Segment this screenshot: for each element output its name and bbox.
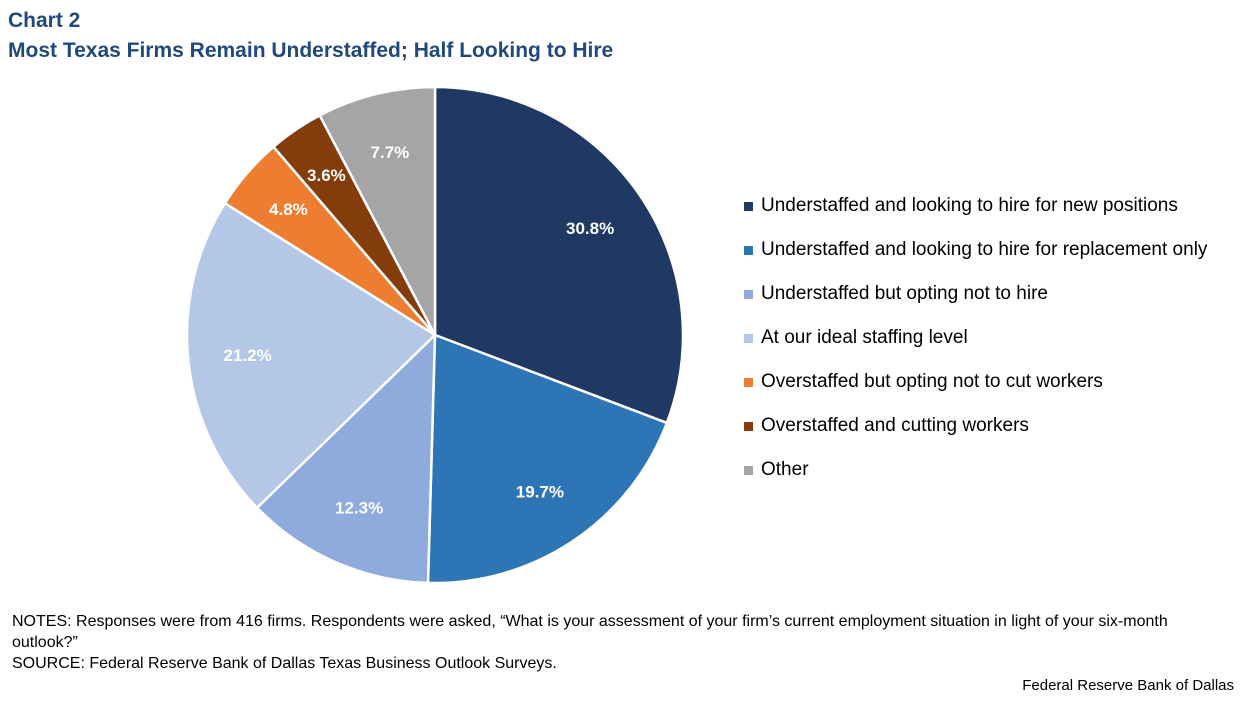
legend-label: Understaffed and looking to hire for new… <box>761 195 1178 216</box>
pie-data-label-4: 21.2% <box>223 346 271 365</box>
chart-header: Chart 2 Most Texas Firms Remain Understa… <box>8 6 613 66</box>
pie-slice-1 <box>433 85 685 425</box>
legend-item-7: Other <box>744 448 1207 492</box>
legend-swatch <box>744 421 753 431</box>
legend-label: Overstaffed but opting not to cut worker… <box>761 371 1103 392</box>
legend-swatch <box>744 465 753 475</box>
pie-data-label-7: 7.7% <box>371 143 410 162</box>
pie-slice-7 <box>318 85 437 337</box>
source-text: SOURCE: Federal Reserve Bank of Dallas T… <box>12 655 557 672</box>
pie-data-labels: 30.8% 19.7% 12.3% 21.2% 4.8% 3.6% 7.7% <box>223 143 614 518</box>
chart-title: Most Texas Firms Remain Understaffed; Ha… <box>8 39 614 62</box>
pie-data-label-6: 3.6% <box>307 166 346 185</box>
legend-item-2: Understaffed and looking to hire for rep… <box>744 228 1207 272</box>
legend-label: Understaffed but opting not to hire <box>761 283 1048 304</box>
legend-swatch <box>744 377 753 387</box>
pie-data-label-3: 12.3% <box>335 499 383 518</box>
chart-number: Chart 2 <box>8 9 81 32</box>
pie-slices <box>185 85 685 585</box>
legend-label: Overstaffed and cutting workers <box>761 415 1029 436</box>
pie-data-label-1: 30.8% <box>566 219 614 238</box>
pie-slice-3 <box>255 333 437 585</box>
legend-swatch <box>744 333 753 343</box>
legend-item-6: Overstaffed and cutting workers <box>744 404 1207 448</box>
legend-item-4: At our ideal staffing level <box>744 316 1207 360</box>
legend-label: At our ideal staffing level <box>761 327 968 348</box>
legend-item-3: Understaffed but opting not to hire <box>744 272 1207 316</box>
notes-text: NOTES: Responses were from 416 firms. Re… <box>12 613 1168 651</box>
pie-data-label-2: 19.7% <box>516 483 564 502</box>
pie-slice-2 <box>426 333 669 585</box>
legend-item-5: Overstaffed but opting not to cut worker… <box>744 360 1207 404</box>
legend-item-1: Understaffed and looking to hire for new… <box>744 184 1207 228</box>
legend-swatch <box>744 289 753 299</box>
legend-swatch <box>744 201 753 211</box>
legend-swatch <box>744 245 753 255</box>
pie-data-label-5: 4.8% <box>269 200 308 219</box>
pie-slice-4 <box>185 201 437 509</box>
chart-legend: Understaffed and looking to hire for new… <box>744 184 1207 492</box>
chart-notes: NOTES: Responses were from 416 firms. Re… <box>12 611 1227 674</box>
legend-label: Other <box>761 459 809 480</box>
credit-text: Federal Reserve Bank of Dallas <box>1022 677 1234 694</box>
legend-label: Understaffed and looking to hire for rep… <box>761 239 1208 260</box>
